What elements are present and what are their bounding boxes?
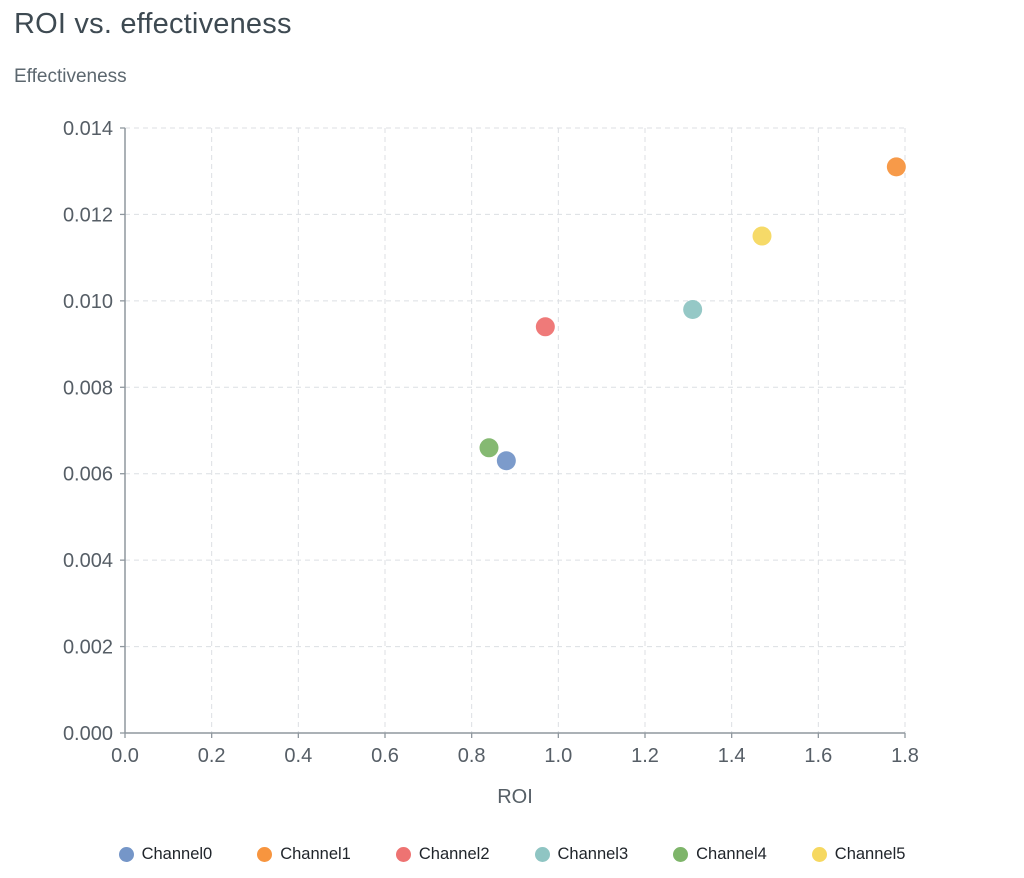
legend-item-channel1[interactable]: Channel1 xyxy=(257,845,351,864)
y-tick-label: 0.008 xyxy=(63,377,113,399)
legend-dot xyxy=(395,847,411,862)
legend-label: Channel3 xyxy=(557,845,629,863)
y-tick-label: 0.010 xyxy=(63,291,113,313)
y-tick-label: 0.014 xyxy=(63,118,113,140)
x-tick-label: 0.4 xyxy=(284,745,312,767)
x-tick-label: 0.2 xyxy=(198,745,226,767)
y-tick-label: 0.000 xyxy=(63,723,113,745)
legend-label: Channel2 xyxy=(418,845,490,863)
legend-dot xyxy=(673,847,689,862)
scatter-plot-area: 0.0 0.2 0.4 0.6 0.8 1.0 1.2 1.4 1.6 1.8 0.000 0.002… xyxy=(63,118,919,767)
x-tick-label: 1.4 xyxy=(718,745,746,767)
legend-item-channel5[interactable]: Channel5 xyxy=(811,845,906,864)
data-point-channel4[interactable] xyxy=(479,438,499,458)
legend-label: Channel0 xyxy=(141,845,213,863)
data-point-channel2[interactable] xyxy=(535,317,555,337)
data-point-channel5[interactable] xyxy=(752,226,772,246)
x-tick-label: 0.6 xyxy=(371,745,399,767)
legend-item-channel0[interactable]: Channel0 xyxy=(118,845,213,864)
legend-dot xyxy=(811,847,827,862)
y-axis-title: Effectiveness xyxy=(14,66,127,87)
legend-item-channel3[interactable]: Channel3 xyxy=(534,845,629,864)
x-tick-label: 1.0 xyxy=(544,745,572,767)
legend-dot xyxy=(257,847,273,862)
legend-label: Channel5 xyxy=(834,845,906,863)
x-tick-label: 1.8 xyxy=(891,745,919,767)
legend-label: Channel4 xyxy=(696,845,767,863)
y-tick-label: 0.006 xyxy=(63,464,113,486)
x-tick-label: 0.8 xyxy=(458,745,486,767)
y-tick-label: 0.012 xyxy=(63,204,113,226)
legend-item-channel2[interactable]: Channel2 xyxy=(395,845,490,864)
legend-dot xyxy=(118,847,134,862)
data-point-channel1[interactable] xyxy=(886,157,906,177)
x-tick-label: 0.0 xyxy=(111,745,139,767)
y-tick-label: 0.002 xyxy=(63,637,113,659)
legend: Channel0 Channel1 Channel2 Channel3 Channel4… xyxy=(0,845,1024,864)
x-tick-label: 1.6 xyxy=(804,745,832,767)
x-axis-title: ROI xyxy=(497,786,533,808)
chart-title: ROI vs. effectiveness xyxy=(14,8,292,40)
x-tick-label: 1.2 xyxy=(631,745,659,767)
data-point-channel0[interactable] xyxy=(496,451,516,471)
legend-dot xyxy=(534,847,550,862)
legend-item-channel4[interactable]: Channel4 xyxy=(673,845,767,864)
legend-label: Channel1 xyxy=(280,845,351,863)
data-point-channel3[interactable] xyxy=(683,300,703,319)
y-tick-label: 0.004 xyxy=(63,550,113,572)
